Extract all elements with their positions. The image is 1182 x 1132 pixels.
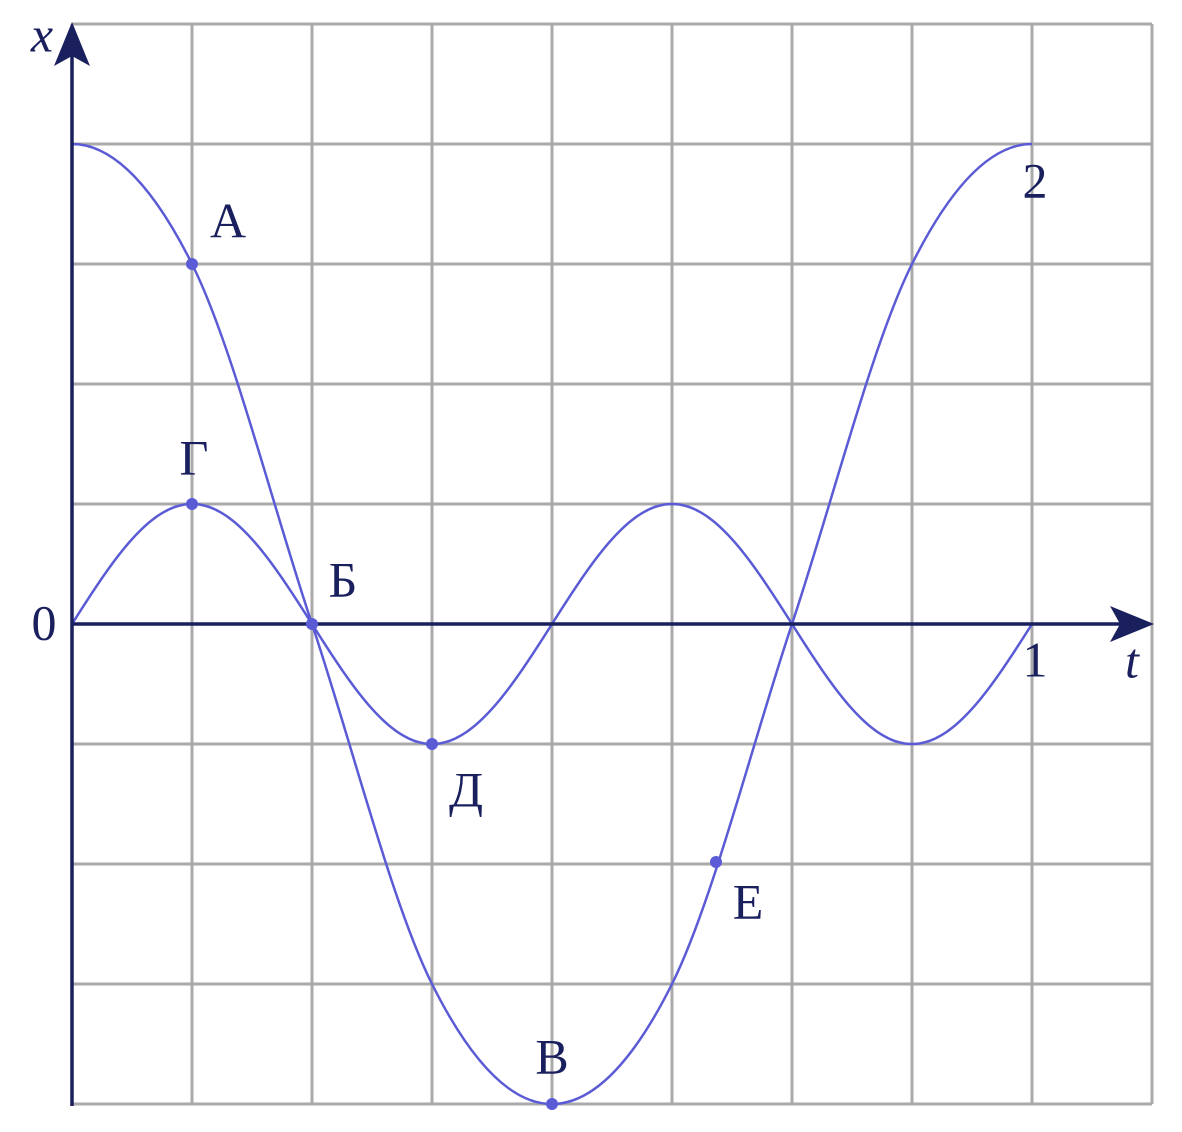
point-label: Б [329, 551, 358, 607]
vertical-axis-arrow [54, 22, 90, 66]
horizontal-axis-arrow [1110, 606, 1154, 642]
point [186, 258, 198, 270]
points [186, 258, 722, 1110]
curve-label: 1 [1023, 631, 1048, 687]
point-label: А [210, 192, 246, 248]
point-label: В [535, 1028, 568, 1084]
point [306, 618, 318, 630]
point-label: Г [180, 429, 209, 485]
origin-label: 0 [32, 594, 57, 650]
horizontal-axis-label: t [1125, 632, 1140, 688]
point [186, 498, 198, 510]
grid [70, 22, 1154, 1106]
point [426, 738, 438, 750]
point-label: Д [449, 761, 483, 817]
point-label: Е [733, 873, 764, 929]
curve-label: 2 [1023, 152, 1048, 208]
point [546, 1098, 558, 1110]
vertical-axis-label: x [30, 6, 53, 62]
point [710, 856, 722, 868]
